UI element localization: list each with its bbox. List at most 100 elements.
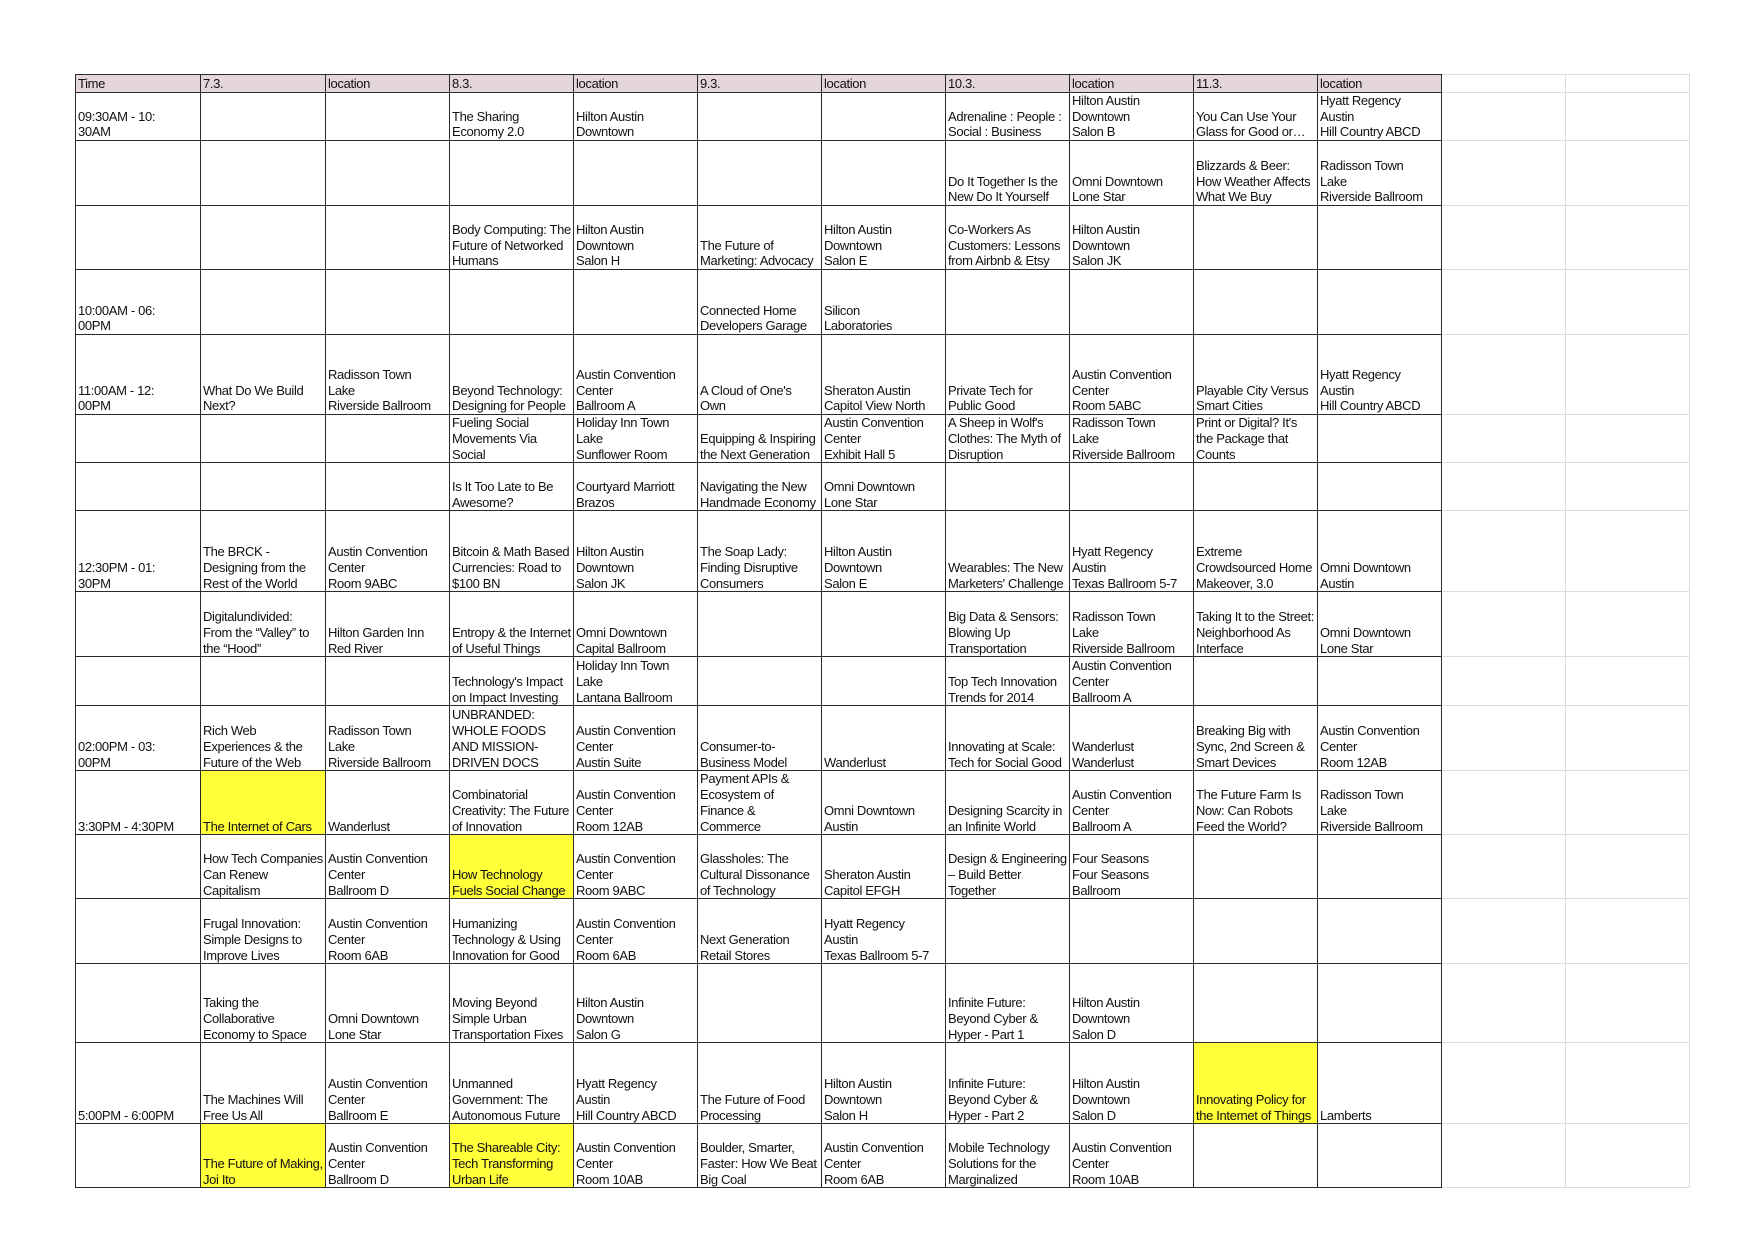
location-cell[interactable]: Hilton Austin Downtown Salon D [1069, 963, 1194, 1044]
empty-cell[interactable] [1565, 591, 1690, 658]
location-cell[interactable] [1317, 205, 1442, 271]
location-cell[interactable]: Austin Convention Center Exhibit Hall 5 [821, 414, 946, 464]
session-cell[interactable]: Glassholes: The Cultural Dissonance of T… [697, 834, 822, 900]
session-cell[interactable]: Rich Web Experiences & the Future of the… [200, 705, 326, 772]
session-cell[interactable]: The Soap Lady: Finding Disruptive Consum… [697, 510, 822, 593]
session-cell[interactable]: Navigating the New Handmade Economy [697, 462, 822, 512]
location-cell[interactable]: Radisson Town Lake Riverside Ballroom [1069, 591, 1194, 658]
session-cell[interactable] [449, 140, 574, 207]
location-cell[interactable]: Hyatt Regency Austin Hill Country ABCD [573, 1042, 698, 1125]
session-cell[interactable] [1193, 462, 1318, 512]
empty-cell[interactable] [1565, 74, 1690, 93]
session-cell[interactable]: Body Computing: The Future of Networked … [449, 205, 574, 271]
session-cell[interactable]: Private Tech for Public Good [945, 334, 1070, 416]
session-cell[interactable]: The Internet of Cars [200, 770, 326, 836]
location-cell[interactable]: Austin Convention Center Room 6AB [573, 898, 698, 965]
header-cell[interactable]: location [325, 74, 450, 93]
location-cell[interactable]: Austin Convention Center Ballroom D [325, 834, 450, 900]
session-cell[interactable]: You Can Use Your Glass for Good or… [1193, 91, 1318, 142]
header-cell[interactable]: 11.3. [1193, 74, 1318, 93]
location-cell[interactable]: Radisson Town Lake Riverside Ballroom [1317, 140, 1442, 207]
header-cell[interactable]: 8.3. [449, 74, 574, 93]
session-cell[interactable]: The Machines Will Free Us All [200, 1042, 326, 1125]
session-cell[interactable] [697, 656, 822, 707]
session-cell[interactable]: Connected Home Developers Garage [697, 269, 822, 336]
location-cell[interactable] [1069, 462, 1194, 512]
session-cell[interactable]: Bitcoin & Math Based Currencies: Road to… [449, 510, 574, 593]
location-cell[interactable]: Omni Downtown Austin [821, 770, 946, 836]
empty-cell[interactable] [1441, 1123, 1566, 1189]
location-cell[interactable] [821, 656, 946, 707]
session-cell[interactable] [200, 91, 326, 142]
empty-cell[interactable] [1441, 1042, 1566, 1125]
location-cell[interactable]: Austin Convention Center Room 6AB [325, 898, 450, 965]
empty-cell[interactable] [1441, 963, 1566, 1044]
header-cell[interactable]: location [1069, 74, 1194, 93]
location-cell[interactable]: Austin Convention Center Room 10AB [573, 1123, 698, 1189]
session-cell[interactable]: The Future of Marketing: Advocacy [697, 205, 822, 271]
session-cell[interactable]: Frugal Innovation: Simple Designs to Imp… [200, 898, 326, 965]
location-cell[interactable]: Radisson Town Lake Riverside Ballroom [325, 334, 450, 416]
session-cell[interactable] [697, 591, 822, 658]
location-cell[interactable] [1317, 462, 1442, 512]
time-cell[interactable] [75, 140, 201, 207]
session-cell[interactable] [1193, 1123, 1318, 1189]
session-cell[interactable] [945, 462, 1070, 512]
location-cell[interactable]: Sheraton Austin Capitol EFGH [821, 834, 946, 900]
session-cell[interactable]: How Tech Companies Can Renew Capitalism [200, 834, 326, 900]
location-cell[interactable] [821, 91, 946, 142]
session-cell[interactable]: The Shareable City: Tech Transforming Ur… [449, 1123, 574, 1189]
location-cell[interactable]: Hilton Garden Inn Red River [325, 591, 450, 658]
empty-cell[interactable] [1441, 91, 1566, 142]
time-cell[interactable] [75, 656, 201, 707]
location-cell[interactable] [325, 140, 450, 207]
empty-cell[interactable] [1441, 140, 1566, 207]
session-cell[interactable]: UNBRANDED: WHOLE FOODS AND MISSION-DRIVE… [449, 705, 574, 772]
empty-cell[interactable] [1565, 91, 1690, 142]
session-cell[interactable]: The Future of Food Processing [697, 1042, 822, 1125]
session-cell[interactable] [200, 140, 326, 207]
empty-cell[interactable] [1441, 656, 1566, 707]
time-cell[interactable]: 09:30AM - 10: 30AM [75, 91, 201, 142]
session-cell[interactable]: Beyond Technology: Designing for People [449, 334, 574, 416]
location-cell[interactable]: Austin Convention Center Austin Suite [573, 705, 698, 772]
header-cell[interactable]: 7.3. [200, 74, 326, 93]
time-cell[interactable] [75, 1123, 201, 1189]
location-cell[interactable]: Radisson Town Lake Riverside Ballroom [325, 705, 450, 772]
location-cell[interactable]: Austin Convention Center Room 9ABC [573, 834, 698, 900]
location-cell[interactable]: Austin Convention Center Ballroom D [325, 1123, 450, 1189]
session-cell[interactable]: Consumer-to-Business Model [697, 705, 822, 772]
session-cell[interactable]: A Cloud of One's Own [697, 334, 822, 416]
session-cell[interactable]: Playable City Versus Smart Cities [1193, 334, 1318, 416]
location-cell[interactable] [1317, 656, 1442, 707]
empty-cell[interactable] [1441, 591, 1566, 658]
location-cell[interactable]: Omni Downtown Lone Star [1317, 591, 1442, 658]
location-cell[interactable]: Hilton Austin Downtown Salon D [1069, 1042, 1194, 1125]
session-cell[interactable] [945, 898, 1070, 965]
session-cell[interactable]: Adrenaline : People : Social : Business [945, 91, 1070, 142]
empty-cell[interactable] [1565, 205, 1690, 271]
empty-cell[interactable] [1565, 705, 1690, 772]
header-cell[interactable]: location [821, 74, 946, 93]
time-cell[interactable] [75, 462, 201, 512]
location-cell[interactable] [1317, 898, 1442, 965]
location-cell[interactable] [1317, 963, 1442, 1044]
time-cell[interactable] [75, 898, 201, 965]
location-cell[interactable]: Hilton Austin Downtown Salon JK [1069, 205, 1194, 271]
session-cell[interactable]: Next Generation Retail Stores [697, 898, 822, 965]
empty-cell[interactable] [1565, 834, 1690, 900]
empty-cell[interactable] [1565, 414, 1690, 464]
session-cell[interactable]: Big Data & Sensors: Blowing Up Transport… [945, 591, 1070, 658]
session-cell[interactable]: Taking It to the Street: Neighborhood As… [1193, 591, 1318, 658]
session-cell[interactable]: Infinite Future: Beyond Cyber & Hyper - … [945, 963, 1070, 1044]
session-cell[interactable]: Design & Engineering – Build Better Toge… [945, 834, 1070, 900]
empty-cell[interactable] [1565, 334, 1690, 416]
session-cell[interactable] [1193, 656, 1318, 707]
empty-cell[interactable] [1565, 269, 1690, 336]
location-cell[interactable] [821, 963, 946, 1044]
location-cell[interactable] [821, 140, 946, 207]
session-cell[interactable]: Infinite Future: Beyond Cyber & Hyper - … [945, 1042, 1070, 1125]
location-cell[interactable]: Austin Convention Center Room 12AB [573, 770, 698, 836]
session-cell[interactable] [200, 269, 326, 336]
session-cell[interactable]: The Sharing Economy 2.0 [449, 91, 574, 142]
